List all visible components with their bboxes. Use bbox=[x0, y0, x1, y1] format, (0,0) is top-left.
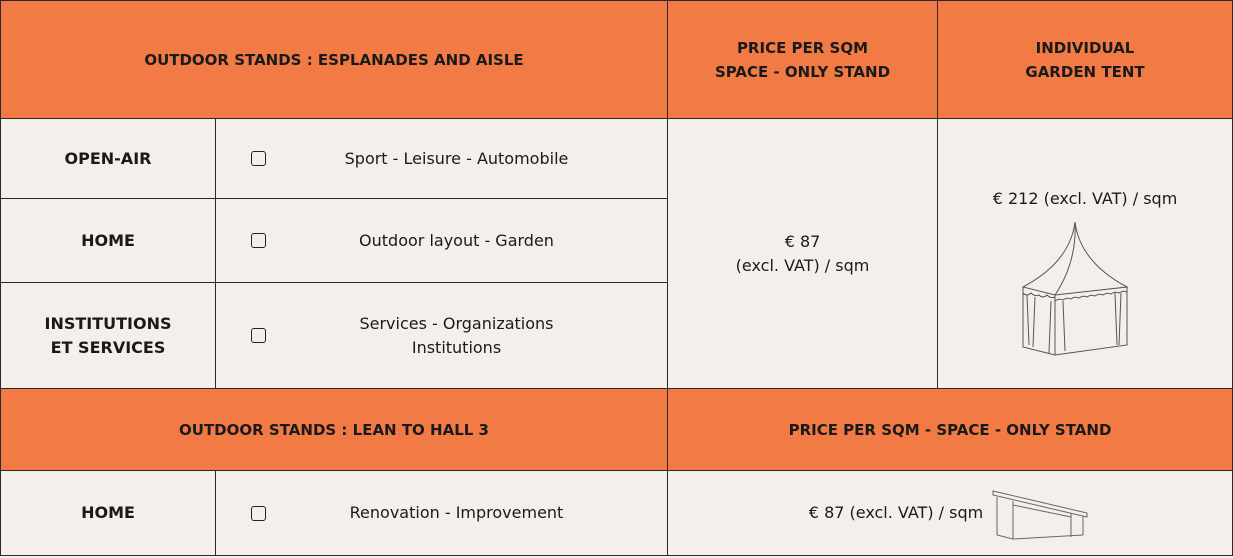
category: HOME bbox=[81, 503, 135, 522]
header-title: OUTDOOR STANDS : ESPLANADES AND AISLE bbox=[144, 50, 524, 69]
activity-cell: Sport - Leisure - Automobile bbox=[215, 118, 668, 199]
category: HOME bbox=[81, 230, 135, 250]
header-cell: OUTDOOR STANDS : ESPLANADES AND AISLE bbox=[0, 0, 668, 119]
checkbox[interactable] bbox=[251, 505, 266, 521]
section-title: OUTDOOR STANDS : LEAN TO HALL 3 bbox=[179, 420, 489, 439]
price: (excl. VAT) / sqm bbox=[735, 255, 870, 275]
category-cell: HOME bbox=[0, 198, 216, 283]
activity: Outdoor layout - Garden bbox=[359, 230, 554, 250]
section-header-text: PRICE PER SQM - SPACE - ONLY STAND bbox=[788, 420, 1112, 439]
header-text: INDIVIDUAL bbox=[1035, 38, 1135, 57]
activity: Institutions bbox=[411, 337, 502, 357]
activity: Sport - Leisure - Automobile bbox=[344, 148, 569, 168]
section-header-cell: PRICE PER SQM - SPACE - ONLY STAND bbox=[667, 388, 1233, 471]
tent-price: € 212 (excl. VAT) / sqm bbox=[992, 189, 1178, 208]
activity-cell: Services - Organizations Institutions bbox=[215, 282, 668, 389]
header-cell: PRICE PER SQM SPACE - ONLY STAND bbox=[667, 0, 938, 119]
price: € 87 (excl. VAT) / sqm bbox=[808, 503, 984, 522]
price-cell: € 87 (excl. VAT) / sqm bbox=[667, 470, 1233, 556]
section-header-cell: OUTDOOR STANDS : LEAN TO HALL 3 bbox=[0, 388, 668, 471]
activity: Renovation - Improvement bbox=[349, 503, 564, 522]
price: € 87 bbox=[784, 231, 821, 251]
category: OPEN-AIR bbox=[64, 148, 152, 168]
category-cell: HOME bbox=[0, 470, 216, 556]
price-cell: € 87 (excl. VAT) / sqm bbox=[667, 118, 938, 389]
tent-cell: € 212 (excl. VAT) / sqm bbox=[937, 118, 1233, 389]
category-cell: OPEN-AIR bbox=[0, 118, 216, 199]
header-text: SPACE - ONLY STAND bbox=[714, 62, 891, 81]
lean-to-icon bbox=[992, 490, 1088, 540]
header-text: PRICE PER SQM bbox=[736, 38, 869, 57]
header-cell: INDIVIDUAL GARDEN TENT bbox=[937, 0, 1233, 119]
checkbox[interactable] bbox=[251, 151, 266, 166]
checkbox[interactable] bbox=[251, 328, 266, 343]
header-text: GARDEN TENT bbox=[1025, 62, 1145, 81]
activity-cell: Outdoor layout - Garden bbox=[215, 198, 668, 283]
category: ET SERVICES bbox=[50, 337, 166, 357]
category-cell: INSTITUTIONS ET SERVICES bbox=[0, 282, 216, 389]
category: INSTITUTIONS bbox=[44, 313, 172, 333]
checkbox[interactable] bbox=[251, 233, 266, 248]
activity: Services - Organizations bbox=[359, 313, 554, 333]
tent-icon bbox=[1021, 221, 1129, 356]
activity-cell: Renovation - Improvement bbox=[215, 470, 668, 556]
